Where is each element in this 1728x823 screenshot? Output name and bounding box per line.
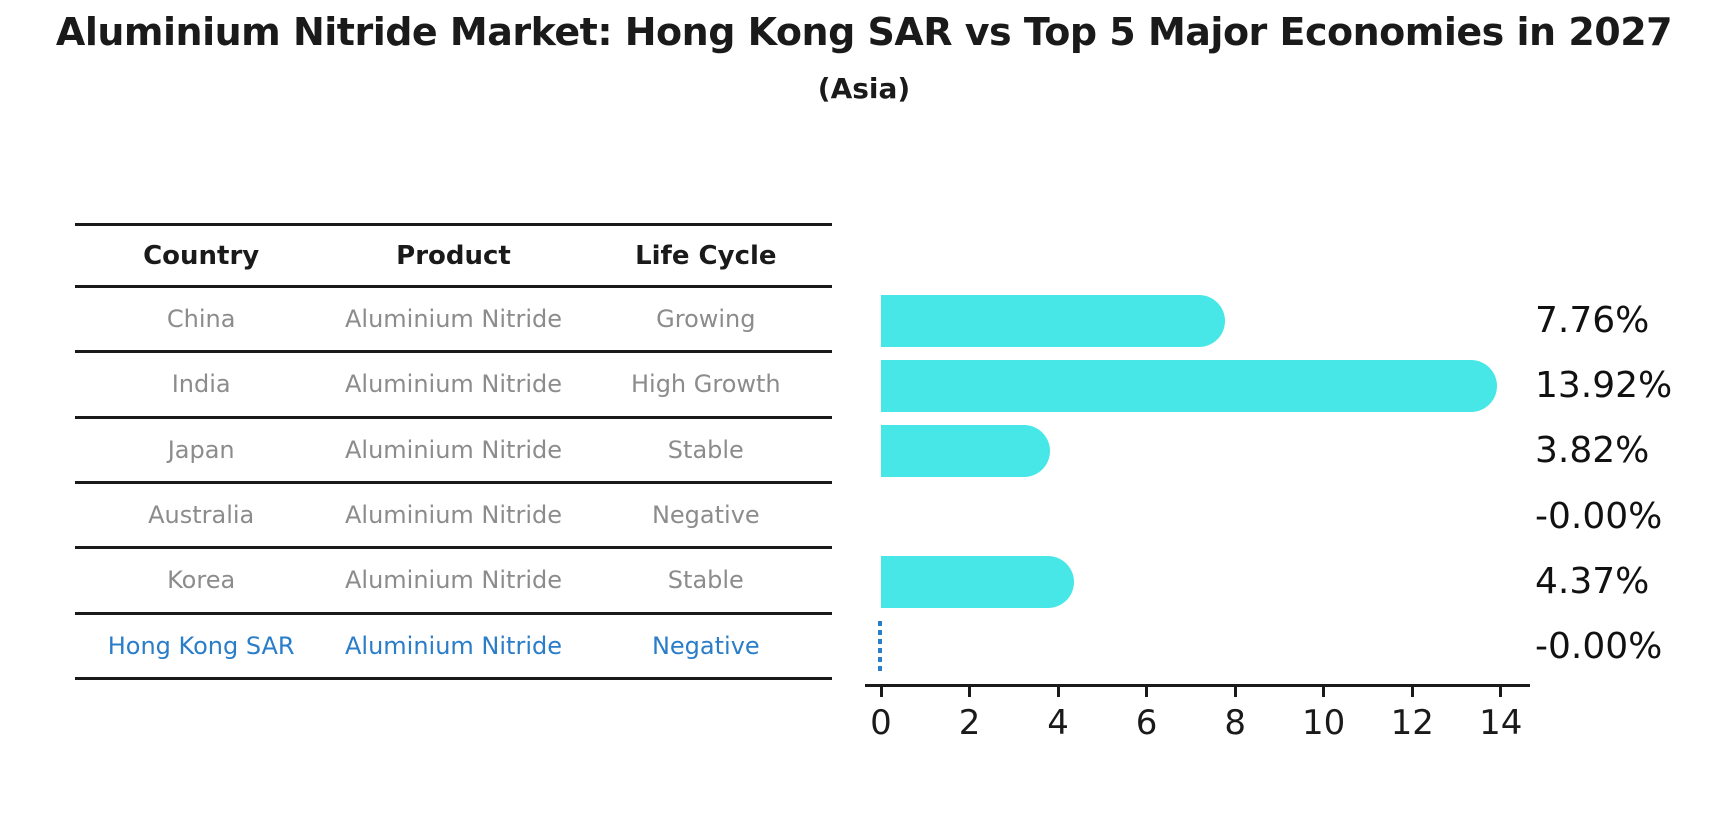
x-axis-tick	[1410, 687, 1414, 697]
table-cell-product: Aluminium Nitride	[344, 435, 562, 464]
bar-india	[881, 359, 1498, 412]
x-axis-tick-label: 4	[1047, 703, 1069, 743]
x-axis-tick	[1499, 687, 1503, 697]
table-cell-product: Aluminium Nitride	[344, 501, 562, 530]
table-cell-product: Aluminium Nitride	[344, 566, 562, 595]
table-cell-country: Hong Kong SAR	[107, 631, 295, 660]
x-axis-tick	[879, 687, 883, 697]
table-row-india: India Aluminium Nitride High Growth	[75, 353, 832, 419]
value-label-australia: -0.00%	[1535, 495, 1663, 537]
chart-title: Aluminium Nitride Market: Hong Kong SAR …	[55, 10, 1673, 54]
bar-china	[881, 294, 1225, 347]
table-row-japan: Japan Aluminium Nitride Stable	[75, 419, 832, 484]
table-row-korea: Korea Aluminium Nitride Stable	[75, 549, 832, 615]
table-cell-product: Aluminium Nitride	[344, 370, 562, 399]
info-table: Country Product Life Cycle China Aluminiu…	[75, 223, 832, 680]
value-label-india: 13.92%	[1535, 364, 1673, 406]
table-cell-product: Aluminium Nitride	[344, 305, 562, 334]
value-label-hong-kong-sar: -0.00%	[1535, 626, 1663, 668]
x-axis-tick-label: 8	[1224, 703, 1246, 743]
zero-value-marker-hong-kong-sar	[878, 621, 882, 674]
x-axis-tick-label: 14	[1479, 703, 1523, 743]
bar-japan	[881, 425, 1051, 478]
x-axis-tick-label: 6	[1135, 703, 1158, 743]
x-axis-tick	[1056, 687, 1060, 697]
chart-subtitle: (Asia)	[817, 72, 911, 105]
x-axis-tick-label: 10	[1302, 703, 1346, 743]
table-row-hong-kong-sar: Hong Kong SAR Aluminium Nitride Negative	[75, 615, 832, 680]
x-axis-tick	[1145, 687, 1149, 697]
table-header-product: Product	[396, 240, 511, 271]
table-cell-country: India	[171, 370, 231, 399]
table-cell-life-cycle: Stable	[667, 566, 744, 595]
value-label-korea: 4.37%	[1535, 560, 1650, 602]
x-axis	[865, 684, 1530, 687]
table-row-china: China Aluminium Nitride Growing	[75, 288, 832, 354]
table-header-country: Country	[143, 240, 260, 271]
value-label-china: 7.76%	[1535, 299, 1650, 341]
value-label-japan: 3.82%	[1535, 430, 1650, 472]
table-cell-country: Japan	[167, 435, 235, 464]
x-axis-tick	[1233, 687, 1237, 697]
x-axis-tick	[1322, 687, 1326, 697]
table-row-australia: Australia Aluminium Nitride Negative	[75, 484, 832, 550]
table-cell-life-cycle: Growing	[656, 305, 756, 334]
table-cell-life-cycle: High Growth	[630, 370, 781, 399]
x-axis-tick-label: 12	[1390, 703, 1434, 743]
table-cell-life-cycle: Negative	[651, 501, 760, 530]
table-cell-country: Korea	[167, 566, 236, 595]
bar-korea	[881, 555, 1075, 608]
x-axis-tick-label: 2	[958, 703, 981, 743]
table-cell-life-cycle: Negative	[651, 631, 760, 660]
x-axis-tick	[968, 687, 972, 697]
x-axis-tick-label: 0	[870, 703, 892, 743]
table-cell-life-cycle: Stable	[667, 435, 744, 464]
table-cell-country: China	[166, 305, 236, 334]
table-cell-product: Aluminium Nitride	[344, 631, 562, 660]
table-cell-country: Australia	[148, 501, 255, 530]
table-body: China Aluminium Nitride Growing India Alumin…	[75, 288, 832, 680]
table-header-life-cycle: Life Cycle	[635, 240, 777, 271]
table-header-row: Country Product Life Cycle	[75, 223, 832, 288]
